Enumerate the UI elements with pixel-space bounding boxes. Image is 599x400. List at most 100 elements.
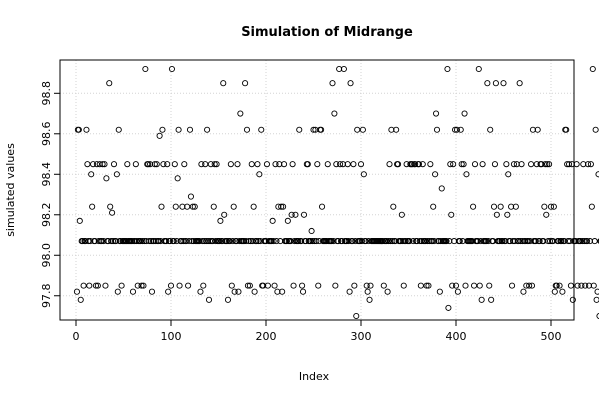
data-point <box>160 161 167 168</box>
data-point <box>230 203 237 210</box>
data-point <box>339 161 347 168</box>
data-point <box>445 304 452 311</box>
data-point <box>549 238 556 245</box>
data-point <box>448 211 455 218</box>
data-point <box>309 238 316 245</box>
data-point <box>431 238 438 245</box>
data-point <box>210 203 217 210</box>
data-point <box>416 238 423 245</box>
data-point <box>591 238 598 245</box>
data-point <box>471 161 479 168</box>
data-point <box>478 296 485 303</box>
data-point <box>153 161 160 168</box>
data-point <box>345 238 352 245</box>
data-point <box>118 282 125 289</box>
data-point <box>419 161 426 168</box>
data-point <box>387 238 394 245</box>
data-point <box>142 65 149 73</box>
data-point <box>536 238 543 245</box>
data-point <box>474 238 481 245</box>
data-point <box>493 211 500 218</box>
data-point <box>204 126 211 133</box>
data-point <box>159 126 166 133</box>
data-point <box>566 161 573 168</box>
data-point <box>394 161 402 168</box>
data-point <box>504 211 511 218</box>
data-point <box>517 238 524 245</box>
data-point <box>544 161 551 168</box>
data-point <box>470 282 478 289</box>
data-point <box>288 211 295 218</box>
data-point <box>546 161 553 168</box>
data-point <box>197 288 204 295</box>
data-point <box>276 161 283 168</box>
data-point <box>73 288 80 295</box>
data-point <box>253 238 260 245</box>
y-axis-label: simulated values <box>4 143 17 237</box>
data-point <box>582 282 589 289</box>
x-tick-label: 200 <box>256 330 277 343</box>
data-point <box>532 238 539 245</box>
data-point <box>206 238 213 245</box>
data-point <box>88 171 95 178</box>
data-point <box>165 288 172 295</box>
data-point <box>519 238 526 245</box>
data-point <box>489 238 497 245</box>
x-axis: 0 100 200 300 400 500 <box>73 320 562 343</box>
data-point <box>520 288 527 295</box>
data-point <box>458 161 465 168</box>
data-point <box>203 238 210 245</box>
y-tick-label: 98.4 <box>40 162 53 187</box>
data-point <box>333 161 340 168</box>
data-point <box>432 171 439 178</box>
data-point <box>212 238 219 245</box>
data-point <box>330 238 337 245</box>
data-point <box>488 296 495 303</box>
data-point <box>133 238 140 245</box>
data-point <box>403 161 410 168</box>
data-point <box>584 238 591 245</box>
data-point <box>452 282 460 289</box>
data-point <box>483 238 490 245</box>
data-point <box>205 296 213 303</box>
data-point <box>318 203 326 210</box>
data-point <box>418 238 425 245</box>
data-point <box>580 161 587 168</box>
data-point <box>168 65 175 73</box>
data-point <box>180 238 187 245</box>
data-point <box>137 238 144 245</box>
data-point <box>527 238 534 245</box>
data-point <box>335 238 342 245</box>
data-point <box>223 238 231 245</box>
data-point <box>566 238 574 245</box>
data-point <box>543 211 550 218</box>
data-point <box>298 238 305 245</box>
data-point <box>415 161 423 168</box>
data-point <box>75 126 82 133</box>
data-point <box>423 282 430 289</box>
data-point <box>490 203 498 210</box>
data-point <box>98 238 105 245</box>
data-point <box>176 282 183 289</box>
data-point <box>284 217 291 224</box>
data-point <box>362 238 369 245</box>
data-point <box>356 238 364 245</box>
data-point <box>314 161 321 168</box>
data-point <box>585 282 593 289</box>
data-point <box>158 203 165 210</box>
data-point <box>344 161 351 168</box>
plot-frame <box>59 59 575 321</box>
data-point <box>181 161 188 168</box>
data-point <box>424 238 431 245</box>
data-point <box>398 211 405 218</box>
y-tick-label: 98.6 <box>40 122 53 147</box>
data-point <box>357 161 365 168</box>
data-point <box>547 203 555 210</box>
data-point <box>540 238 547 245</box>
data-point <box>352 238 359 245</box>
data-point <box>553 282 560 289</box>
x-tick-label: 0 <box>73 330 80 343</box>
data-point <box>417 282 424 289</box>
data-point <box>463 171 470 178</box>
data-point <box>492 80 499 87</box>
